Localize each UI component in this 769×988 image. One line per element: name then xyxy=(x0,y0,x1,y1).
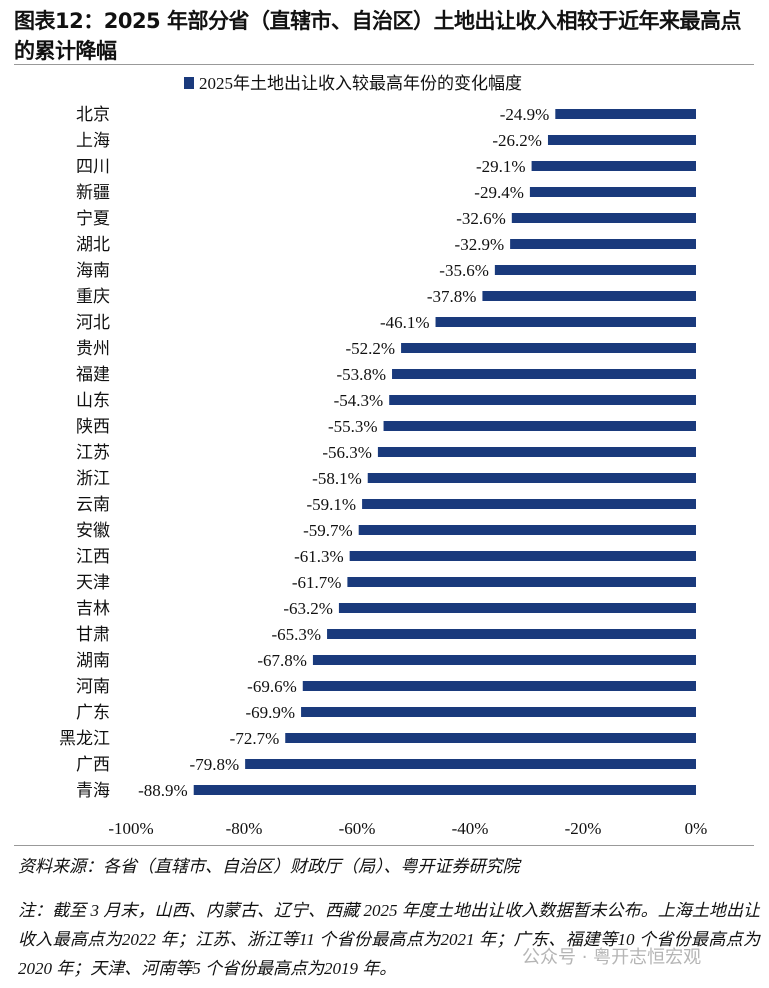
category-label: 宁夏 xyxy=(76,209,110,229)
category-label: 湖南 xyxy=(76,651,110,671)
data-label: -67.8% xyxy=(257,651,307,670)
data-label: -61.3% xyxy=(294,547,344,566)
category-label: 安徽 xyxy=(76,521,110,541)
bar xyxy=(482,291,696,301)
data-label: -32.6% xyxy=(456,209,506,228)
data-label: -32.9% xyxy=(455,235,505,254)
x-tick-label: -20% xyxy=(565,819,602,838)
data-label: -24.9% xyxy=(500,105,550,124)
data-label: -35.6% xyxy=(439,261,489,280)
bar xyxy=(285,733,696,743)
bar xyxy=(349,551,696,561)
source-text: 资料来源：各省（直辖市、自治区）财政厅（局）、粤开证券研究院 xyxy=(18,857,520,876)
bar xyxy=(302,681,696,691)
category-label: 浙江 xyxy=(76,469,110,489)
category-label: 贵州 xyxy=(76,339,110,359)
data-label: -53.8% xyxy=(336,365,386,384)
category-label: 上海 xyxy=(76,131,110,151)
legend-swatch xyxy=(184,77,194,89)
category-label: 甘肃 xyxy=(76,625,110,645)
x-tick-label: -40% xyxy=(452,819,489,838)
bar xyxy=(510,239,696,249)
data-label: -79.8% xyxy=(190,755,240,774)
data-label: -59.7% xyxy=(303,521,353,540)
data-label: -26.2% xyxy=(492,131,542,150)
bar xyxy=(338,603,696,613)
x-tick-label: 0% xyxy=(685,819,708,838)
data-label: -65.3% xyxy=(271,625,321,644)
bar xyxy=(392,369,696,379)
data-label: -52.2% xyxy=(345,339,395,358)
category-label: 天津 xyxy=(76,573,110,593)
bar xyxy=(435,317,696,327)
bar xyxy=(401,343,696,353)
bar xyxy=(327,629,696,639)
bar xyxy=(547,135,696,145)
category-label: 重庆 xyxy=(76,287,110,307)
bar xyxy=(245,759,696,769)
bar xyxy=(193,785,696,795)
bar xyxy=(301,707,696,717)
data-label: -29.1% xyxy=(476,157,526,176)
note-text: 注：截至 3 月末，山西、内蒙古、辽宁、西藏 2025 年度土地出让收入数据暂未… xyxy=(18,901,760,978)
data-label: -69.9% xyxy=(245,703,295,722)
data-label: -58.1% xyxy=(312,469,362,488)
data-label: -61.7% xyxy=(292,573,342,592)
category-label: 广西 xyxy=(76,755,110,775)
bar xyxy=(377,447,696,457)
data-label: -63.2% xyxy=(283,599,333,618)
bar xyxy=(531,161,696,171)
bar xyxy=(383,421,696,431)
category-label: 云南 xyxy=(76,495,110,515)
category-label: 海南 xyxy=(76,261,110,281)
x-tick-label: -100% xyxy=(108,819,153,838)
category-label: 黑龙江 xyxy=(59,729,110,749)
category-label: 吉林 xyxy=(76,599,110,619)
data-label: -46.1% xyxy=(380,313,430,332)
category-label: 河北 xyxy=(76,313,110,333)
category-label: 北京 xyxy=(76,105,110,125)
category-label: 四川 xyxy=(76,157,110,177)
category-label: 新疆 xyxy=(76,183,110,203)
category-label: 陕西 xyxy=(76,417,110,437)
bar xyxy=(389,395,696,405)
data-label: -29.4% xyxy=(474,183,524,202)
category-label: 广东 xyxy=(76,703,110,723)
data-label: -55.3% xyxy=(328,417,378,436)
data-label: -59.1% xyxy=(307,495,357,514)
category-label: 青海 xyxy=(76,781,110,801)
watermark: 公众号 · 粤开志恒宏观 xyxy=(522,947,702,968)
data-label: -56.3% xyxy=(322,443,372,462)
data-label: -88.9% xyxy=(138,781,188,800)
bar xyxy=(347,577,696,587)
bar xyxy=(494,265,696,275)
legend-label: 2025年土地出让收入较最高年份的变化幅度 xyxy=(199,74,522,93)
category-label: 河南 xyxy=(76,677,110,697)
data-label: -69.6% xyxy=(247,677,297,696)
bar xyxy=(555,109,696,119)
data-label: -72.7% xyxy=(230,729,280,748)
source-divider xyxy=(14,845,754,846)
bar xyxy=(367,473,696,483)
category-label: 山东 xyxy=(76,391,110,411)
x-tick-label: -80% xyxy=(226,819,263,838)
title-divider xyxy=(14,64,754,65)
figure-title: 图表12：2025 年部分省（直辖市、自治区）土地出让收入相较于近年来最高点的累… xyxy=(14,9,741,63)
category-label: 湖北 xyxy=(76,235,110,255)
data-label: -37.8% xyxy=(427,287,477,306)
x-tick-label: -60% xyxy=(339,819,376,838)
data-label: -54.3% xyxy=(334,391,384,410)
category-label: 江苏 xyxy=(76,443,110,463)
bar xyxy=(529,187,696,197)
bar xyxy=(312,655,696,665)
bar xyxy=(358,525,696,535)
category-label: 江西 xyxy=(76,547,110,567)
bar xyxy=(511,213,696,223)
category-label: 福建 xyxy=(76,365,110,385)
bar xyxy=(362,499,696,509)
